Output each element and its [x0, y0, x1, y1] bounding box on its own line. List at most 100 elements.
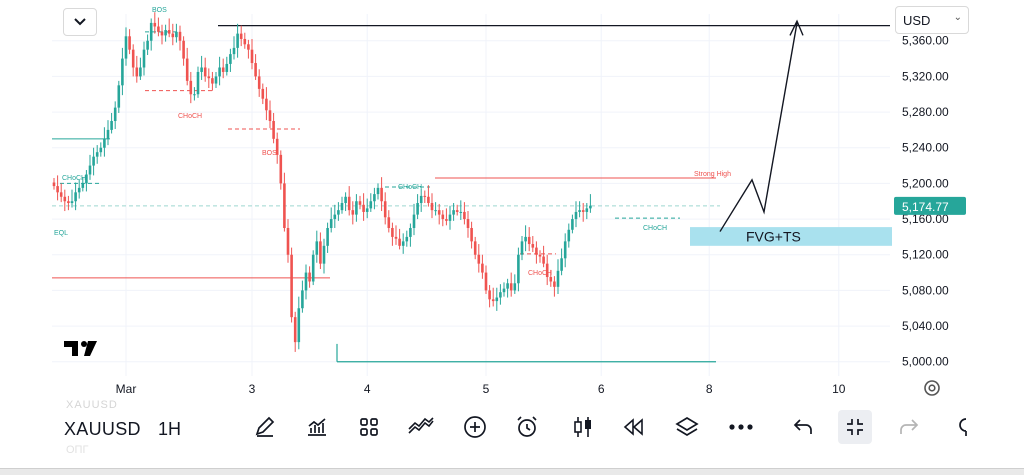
candle-body: [131, 49, 135, 68]
brush-icon: [959, 418, 967, 436]
chevron-down-icon: ⌄: [953, 12, 962, 23]
x-tick-label: 3: [249, 382, 256, 396]
candle-body: [160, 31, 164, 36]
candle-body: [560, 258, 563, 271]
trend-tools-button[interactable]: [404, 410, 438, 444]
annotation-label: BOS: [152, 7, 167, 14]
collapse-view-button[interactable]: [838, 410, 872, 444]
candle-body: [283, 183, 286, 228]
currency-select[interactable]: USD ⌄: [895, 6, 969, 34]
candle-body: [398, 238, 401, 246]
candle-body: [99, 147, 103, 153]
replay-icon: [623, 418, 643, 436]
candle-body: [527, 236, 531, 245]
candle-body: [495, 297, 499, 302]
candle-body: [383, 201, 387, 218]
candle-body: [250, 49, 254, 64]
y-tick-label: 5,320.00: [902, 69, 949, 83]
candle-body: [95, 152, 99, 157]
candle-body: [308, 272, 311, 282]
currency-label: USD: [903, 12, 931, 28]
layers-icon: [675, 417, 699, 436]
candle-body: [164, 30, 167, 36]
candle-body: [506, 283, 509, 289]
more-button[interactable]: [724, 410, 758, 444]
x-tick-label: Mar: [116, 382, 137, 396]
collapse-toggle-button[interactable]: [63, 8, 97, 36]
candle-icon: [574, 417, 591, 437]
candle-body: [329, 219, 333, 228]
tradingview-logo: [64, 341, 97, 356]
candle-body: [200, 67, 203, 72]
x-tick-label: 8: [706, 382, 713, 396]
x-tick-label: 10: [832, 382, 846, 396]
pencil-icon: [255, 416, 275, 437]
candle-body: [157, 26, 160, 32]
candle-body: [59, 192, 63, 197]
alert-button[interactable]: [510, 410, 544, 444]
candle-body: [509, 283, 513, 291]
candle-body: [571, 219, 574, 230]
brush-tool-button[interactable]: [952, 410, 978, 444]
candle-body: [445, 219, 448, 221]
candle-body: [484, 272, 488, 291]
fvg-label: FVG+TS: [746, 228, 801, 244]
candle-body: [149, 22, 153, 41]
undo-button[interactable]: [786, 410, 820, 444]
candle-body: [52, 182, 56, 187]
candle-body: [585, 208, 589, 212]
chart-type-button[interactable]: [566, 410, 600, 444]
more-icon: [729, 424, 753, 430]
x-tick-label: 6: [598, 382, 605, 396]
candle-body: [142, 49, 146, 68]
candle-body: [239, 33, 243, 39]
candle-body: [470, 227, 473, 242]
annotation-label: CHoCH: [528, 270, 552, 277]
interval-selector[interactable]: 1H: [158, 419, 182, 439]
indicators-button[interactable]: [300, 410, 334, 444]
candle-body: [563, 241, 567, 259]
candle-body: [578, 210, 581, 212]
candle-body: [373, 194, 376, 202]
candle-body: [257, 76, 261, 89]
layers-button[interactable]: [670, 410, 704, 444]
candle-body: [139, 67, 142, 77]
candle-body: [77, 187, 81, 193]
candle-body: [419, 195, 423, 204]
candle-body: [167, 30, 171, 34]
candle-body: [545, 263, 549, 278]
pencil-tool-button[interactable]: [248, 410, 282, 444]
add-button[interactable]: [458, 410, 492, 444]
candle-body: [344, 196, 347, 204]
candle-body: [340, 203, 344, 211]
candle-body: [466, 219, 470, 228]
redo-button[interactable]: [892, 410, 926, 444]
y-tick-label: 5,360.00: [902, 34, 949, 48]
grid-icon: [360, 418, 378, 436]
candle-body: [106, 129, 110, 139]
layout-grid-button[interactable]: [352, 410, 386, 444]
candle-body: [441, 214, 445, 220]
candle-body: [103, 138, 106, 148]
replay-button[interactable]: [616, 410, 650, 444]
candle-body: [574, 211, 578, 220]
candle-body: [369, 201, 373, 209]
candle-body: [272, 120, 275, 139]
candle-body: [286, 227, 290, 255]
annotation-label: Strong High: [694, 171, 731, 178]
redo-icon: [900, 419, 919, 434]
candle-body: [322, 245, 326, 264]
y-tick-label: 5,280.00: [902, 105, 949, 119]
settings-gear-icon[interactable]: [922, 378, 942, 398]
candle-body: [182, 40, 185, 59]
candle-body: [499, 292, 502, 298]
candle-body: [423, 195, 427, 197]
y-tick-label: 5,200.00: [902, 176, 949, 190]
y-tick-label: 5,000.00: [902, 355, 949, 369]
candle-body: [128, 36, 131, 50]
annotation-label: BOS: [262, 150, 277, 157]
symbol-name[interactable]: XAUUSD: [64, 419, 141, 439]
candle-body: [74, 192, 77, 202]
candle-body: [463, 211, 466, 220]
